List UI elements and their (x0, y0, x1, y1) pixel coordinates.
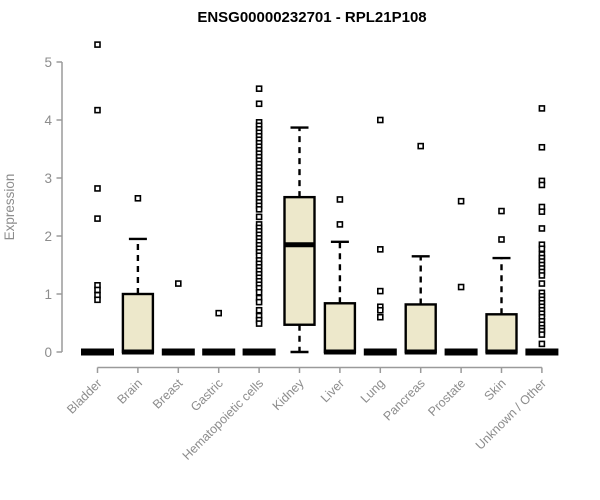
outlier-point (538, 272, 546, 279)
outlier-point (376, 313, 384, 321)
outlier-point (336, 221, 344, 228)
outlier-point (94, 296, 101, 304)
boxplot-brain (121, 195, 155, 355)
outlier-point (498, 236, 505, 243)
outlier-point (417, 142, 425, 150)
chart-title: ENSG00000232701 - RPL21P108 (197, 9, 426, 26)
collapsed-box (525, 348, 559, 356)
boxplot-skin (485, 207, 518, 355)
x-tick-label-liver: Liver (318, 376, 347, 405)
outlier-point (255, 85, 263, 92)
outlier-point (538, 280, 546, 287)
collapsed-box (81, 348, 114, 356)
outlier-point (376, 246, 384, 253)
outlier-point (255, 320, 263, 327)
outlier-point (538, 331, 546, 338)
boxplot-gastric (202, 309, 236, 356)
outlier-point (255, 206, 263, 213)
outlier-point (538, 245, 546, 253)
box (283, 195, 316, 326)
boxplot-bladder (81, 41, 114, 356)
outlier-point (255, 298, 263, 306)
y-axis-title: Expression (2, 174, 17, 241)
outlier-point (94, 215, 101, 222)
outlier-point (215, 309, 222, 317)
outlier-point (538, 181, 546, 189)
x-tick-label-brain: Brain (114, 376, 145, 407)
outlier-point (376, 287, 384, 295)
x-tick-label-prostate: Prostate (425, 376, 468, 419)
outlier-point (538, 143, 546, 151)
x-tick-label-pancreas: Pancreas (381, 376, 428, 423)
box (121, 292, 155, 354)
x-tick-label-skin: Skin (482, 376, 509, 403)
y-tick-label-1: 1 (44, 287, 52, 302)
outlier-point (498, 207, 505, 215)
outlier-point (255, 213, 263, 221)
y-tick-label-4: 4 (44, 113, 52, 128)
outlier-point (94, 41, 101, 48)
outlier-point (94, 185, 101, 192)
outlier-point (538, 105, 546, 112)
outlier-point (538, 208, 546, 215)
x-tick-label-breast: Breast (150, 376, 186, 412)
outlier-point (94, 286, 101, 294)
x-tick-label-lung: Lung (358, 376, 388, 406)
outlier-point (94, 106, 101, 114)
x-tick-label-kidney: Kidney (270, 376, 307, 413)
outlier-point (336, 196, 344, 203)
outlier-point (255, 306, 263, 314)
boxplot-pancreas (404, 142, 437, 355)
outlier-point (457, 197, 465, 205)
boxplot-liver (323, 196, 357, 355)
outlier-point (175, 280, 182, 287)
collapsed-box (242, 348, 276, 356)
x-tick-label-hematopoietic-cells: Hematopoietic cells (180, 376, 267, 463)
box (323, 302, 357, 354)
collapsed-box (444, 348, 478, 356)
x-tick-label-unknown-other: Unknown / Other (473, 376, 549, 452)
boxplot-unknown-other (525, 105, 559, 356)
outlier-point (255, 288, 263, 296)
y-tick-label-0: 0 (44, 345, 52, 360)
y-tick-label-3: 3 (44, 171, 52, 186)
collapsed-box (202, 348, 236, 356)
box (485, 313, 518, 354)
outlier-point (457, 283, 465, 291)
collapsed-box (161, 348, 195, 356)
box (404, 303, 437, 354)
outlier-point (376, 306, 384, 314)
outlier-point (134, 195, 142, 202)
outlier-point (538, 340, 546, 348)
y-tick-label-5: 5 (44, 55, 52, 70)
boxplot-lung (363, 116, 397, 356)
outlier-point (538, 225, 546, 232)
boxplot-kidney (283, 126, 316, 354)
boxplot-hematopoietic-cells (242, 85, 276, 356)
outlier-point (376, 116, 384, 124)
y-tick-label-2: 2 (44, 229, 52, 244)
boxplot-breast (161, 280, 195, 356)
collapsed-box (363, 348, 397, 356)
x-tick-label-bladder: Bladder (64, 376, 104, 416)
x-tick-label-gastric: Gastric (188, 376, 226, 414)
boxplot-prostate (444, 197, 478, 356)
outlier-point (255, 100, 263, 108)
